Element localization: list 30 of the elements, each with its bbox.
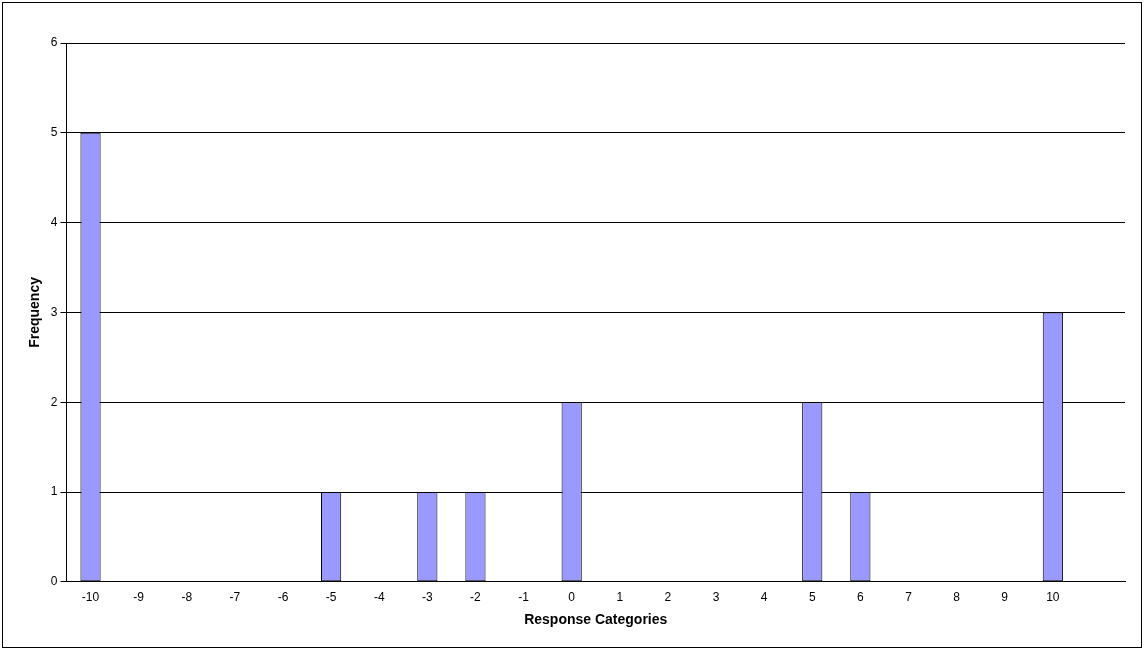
x-tick-label: -8 — [181, 590, 193, 605]
x-tick-label: -1 — [518, 590, 530, 605]
y-tick-label: 4 — [50, 214, 58, 229]
x-tick-label: 5 — [808, 590, 816, 605]
x-tick-label: -2 — [470, 590, 482, 605]
x-tick-label: 6 — [857, 590, 865, 605]
x-tick-label: 7 — [905, 590, 913, 605]
y-tick-label: 2 — [50, 394, 58, 409]
x-tick-label: 8 — [953, 590, 961, 605]
x-tick-label: -7 — [229, 590, 241, 605]
y-tick-label: 0 — [50, 574, 58, 589]
x-tick-label: 2 — [664, 590, 672, 605]
x-tick-label: 9 — [1001, 590, 1009, 605]
y-tick-label: 1 — [50, 484, 58, 499]
x-tick-label: 0 — [568, 590, 576, 605]
x-tick-label: 1 — [616, 590, 624, 605]
y-axis-title: Frequency — [26, 276, 43, 348]
x-tick-label: 4 — [760, 590, 768, 605]
y-tick-label: 6 — [50, 35, 58, 50]
x-tick-label: -9 — [133, 590, 145, 605]
x-tick-label: 10 — [1046, 590, 1060, 605]
x-tick-label: 3 — [712, 590, 720, 605]
x-tick-label: -6 — [277, 590, 289, 605]
x-tick-label: -4 — [373, 590, 385, 605]
y-tick-label: 3 — [50, 304, 58, 319]
y-tick-label: 5 — [50, 125, 58, 140]
x-axis-title: Response Categories — [524, 611, 668, 628]
x-tick-label: -10 — [81, 590, 100, 605]
x-tick-label: -5 — [325, 590, 337, 605]
x-tick-label: -3 — [422, 590, 433, 605]
